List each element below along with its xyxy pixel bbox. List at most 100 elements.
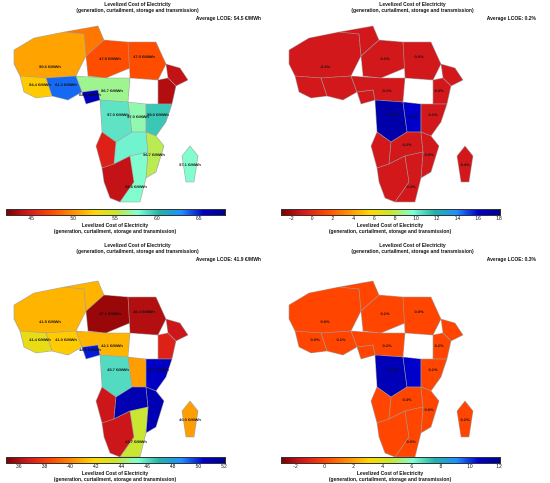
region-value-label: 50.1 €/MWh xyxy=(147,367,169,372)
region-value-label: 0.1% xyxy=(428,112,438,117)
colorbar-tick-label: 50 xyxy=(70,216,76,222)
region-horn xyxy=(165,318,189,342)
region-value-label: 15.3% xyxy=(407,114,419,119)
colorbar-tick-label: 14 xyxy=(454,216,461,222)
colorbar-tick-label: 55 xyxy=(112,216,118,222)
region-ethiopia xyxy=(157,332,177,360)
region-value-label: 0.0% xyxy=(414,309,424,314)
region-value-label: 42.1 €/MWh xyxy=(101,343,123,348)
chart-title: Levelized Cost of Electricity (generatio… xyxy=(0,2,275,14)
region-nigeria xyxy=(320,330,358,356)
region-madagascar xyxy=(456,400,474,438)
title-text: Levelized Cost of Electricity xyxy=(379,243,446,249)
subtitle-text: (generation, curtailment, storage and tr… xyxy=(76,8,199,14)
region-value-label: 0.0% xyxy=(414,54,424,59)
region-value-label: 55.6 €/MWh xyxy=(125,184,147,189)
region-east xyxy=(145,358,173,392)
region-horn xyxy=(440,318,464,342)
title-text: Levelized Cost of Electricity xyxy=(379,2,446,8)
region-sudan xyxy=(127,41,167,81)
map-panel-bottom-left: 41.5 €/MWh 37.1 €/MWh 36.4 €/MWh 41.4 €/MWh… xyxy=(0,241,275,483)
region-value-label: 41.0 €/MWh xyxy=(55,337,77,342)
map-panel-top-right: -0.1% 0.1% 0.0% 0.3% 0.1% 17.3% 15.3% 0.1% 0.2% 0… xyxy=(275,0,550,240)
region-value-label: 0.2% xyxy=(382,343,392,348)
colorbar-tick-label: 2 xyxy=(331,216,335,222)
colorbar-tick-label: 12 xyxy=(496,464,502,470)
region-ethiopia xyxy=(157,77,177,105)
colorbar-label: Levelized Cost of Electricity (generatio… xyxy=(281,471,499,483)
region-value-label: 57.0 €/MWh xyxy=(127,114,149,119)
average-lcoe-label: Average LCOE: 54.5 €/MWh xyxy=(195,16,261,22)
region-sudan xyxy=(402,41,442,81)
region-west-sahel xyxy=(288,286,362,334)
region-south-africa xyxy=(119,151,149,203)
colorbar-ticks: 36 38 40 42 44 46 48 50 52 xyxy=(6,464,227,470)
colorbar-sublabel-text: (generation, curtailment, storage and tr… xyxy=(328,229,452,235)
region-value-label: 43.7 €/MWh xyxy=(125,439,147,444)
colorbar-label: Levelized Cost of Electricity (generatio… xyxy=(6,471,224,483)
colorbar-tick-label: 8 xyxy=(439,464,443,470)
colorbar-tick-label: 50 xyxy=(195,464,202,470)
region-horn xyxy=(440,63,464,87)
chart-title: Levelized Cost of Electricity (generatio… xyxy=(0,243,275,255)
region-value-label: 0.1% xyxy=(336,337,346,342)
subtitle-text: (generation, curtailment, storage and tr… xyxy=(351,249,474,255)
region-guinea-coast xyxy=(19,330,53,354)
region-value-label: 0.1% xyxy=(380,311,390,316)
colorbar-tick-label: 16 xyxy=(475,216,481,222)
region-value-label: 41.4 €/MWh xyxy=(29,337,51,342)
region-value-label: 0.0% xyxy=(424,407,434,412)
colorbar-tick-label: 4 xyxy=(352,216,356,222)
chart-title: Levelized Cost of Electricity (generatio… xyxy=(275,2,550,14)
region-value-label: 37.1 €/MWh xyxy=(99,311,121,316)
colorbar-tick-label: 36 xyxy=(16,464,22,470)
region-east xyxy=(145,103,173,137)
region-nigeria xyxy=(320,75,358,101)
africa-map: 41.5 €/MWh 37.1 €/MWh 36.4 €/MWh 41.4 €/MWh… xyxy=(13,280,201,458)
colorbar-tick-label: 18 xyxy=(496,216,502,222)
colorbar-gradient xyxy=(6,457,226,464)
colorbar-ticks: -2 0 2 4 6 8 10 12 xyxy=(281,464,502,470)
region-value-label: 11.4% xyxy=(387,367,399,372)
region-value-label: 61.3 €/MWh xyxy=(55,82,77,87)
colorbar-ticks: 45 50 55 60 65 xyxy=(6,216,224,222)
colorbar-tick-label: 0 xyxy=(323,464,326,470)
region-value-label: 56.7 €/MWh xyxy=(143,152,165,157)
region-east xyxy=(420,103,448,137)
region-sudan xyxy=(127,296,167,336)
colorbar-tick-label: 10 xyxy=(467,464,473,470)
colorbar-tick-label: 4 xyxy=(381,464,385,470)
region-value-label: 40.0 €/MWh xyxy=(179,417,201,422)
region-value-label: 36.4 €/MWh xyxy=(133,309,155,314)
region-value-label: 55.0 €/MWh xyxy=(147,112,169,117)
colorbar-tick-label: 6 xyxy=(373,216,376,222)
region-ethiopia xyxy=(432,77,452,105)
average-lcoe-label: Average LCOE: 0.2% xyxy=(486,16,536,22)
title-text: Levelized Cost of Electricity xyxy=(104,2,171,8)
region-value-label: 0.2% xyxy=(434,343,444,348)
region-ethiopia xyxy=(432,332,452,360)
colorbar-gradient xyxy=(281,209,501,216)
region-madagascar xyxy=(456,145,474,183)
africa-map: -0.1% 0.1% 0.0% 0.3% 0.1% 17.3% 15.3% 0.1% 0.2% 0… xyxy=(288,25,474,203)
colorbar-label-text: Levelized Cost of Electricity xyxy=(81,471,149,477)
africa-map: 50.6 €/MWh 47.5 €/MWh 47.5 €/MWh 54.4 €/MWh… xyxy=(13,25,201,203)
colorbar-tick-label: 10 xyxy=(413,216,419,222)
region-group: 41.5 €/MWh 37.1 €/MWh 36.4 €/MWh 41.4 €/MWh… xyxy=(13,280,201,458)
region-value-label: 47.5 €/MWh xyxy=(133,54,155,59)
region-madagascar xyxy=(181,145,199,183)
chart-title: Levelized Cost of Electricity (generatio… xyxy=(275,243,550,255)
region-value-label: 0.1% xyxy=(428,367,438,372)
region-group: 50.6 €/MWh 47.5 €/MWh 47.5 €/MWh 54.4 €/MWh… xyxy=(13,25,201,203)
region-gulf-of-guinea xyxy=(356,344,376,360)
colorbar-tick-label: 45 xyxy=(28,216,34,222)
region-value-label: 54.4 €/MWh xyxy=(29,82,51,87)
region-value-label: 0.2% xyxy=(460,417,470,422)
region-value-label: 57.0 €/MWh xyxy=(107,112,129,117)
region-value-label: 0.4% xyxy=(460,162,470,167)
colorbar-tick-label: 42 xyxy=(93,464,99,470)
region-guinea-coast xyxy=(294,75,328,99)
region-value-label: 0.0% xyxy=(310,337,320,342)
colorbar-tick-label: 38 xyxy=(41,464,48,470)
region-east xyxy=(420,358,448,392)
